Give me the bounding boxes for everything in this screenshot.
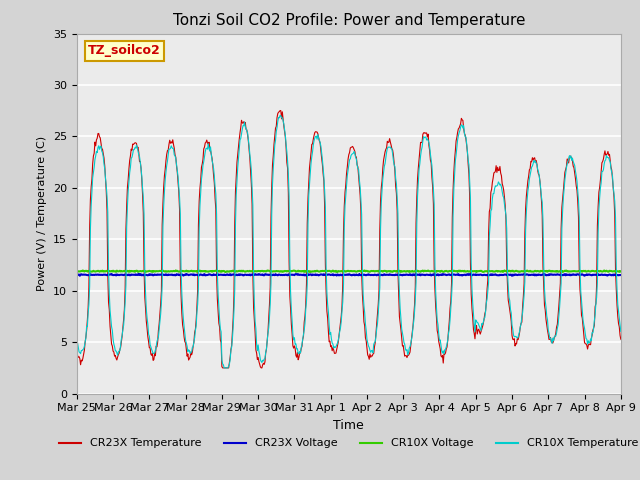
CR10X Voltage: [568, 268, 576, 274]
Line: CR23X Voltage: CR23X Voltage: [77, 274, 621, 276]
CR23X Voltage: [568, 272, 576, 277]
CR23X Temperature: [342, 182, 349, 188]
Title: Tonzi Soil CO2 Profile: Power and Temperature: Tonzi Soil CO2 Profile: Power and Temper…: [173, 13, 525, 28]
CR23X Voltage: [394, 272, 401, 277]
CR23X Temperature: [276, 108, 284, 113]
CR23X Temperature: [73, 346, 81, 352]
CR23X Voltage: [216, 272, 223, 278]
CR10X Temperature: [216, 317, 223, 323]
CR10X Temperature: [342, 192, 349, 198]
Line: CR10X Voltage: CR10X Voltage: [77, 270, 621, 272]
CR10X Voltage: [449, 268, 456, 274]
Line: CR10X Temperature: CR10X Temperature: [77, 116, 621, 368]
CR10X Temperature: [568, 156, 576, 161]
CR10X Temperature: [276, 113, 284, 119]
CR23X Temperature: [193, 317, 200, 323]
CR23X Temperature: [219, 365, 227, 371]
CR10X Temperature: [193, 323, 200, 329]
CR23X Temperature: [617, 336, 625, 342]
CR23X Temperature: [449, 215, 456, 220]
CR23X Voltage: [340, 272, 348, 277]
Line: CR23X Temperature: CR23X Temperature: [77, 110, 621, 368]
CR23X Voltage: [508, 273, 516, 279]
CR10X Temperature: [395, 269, 403, 275]
CR10X Voltage: [73, 268, 81, 274]
CR10X Voltage: [172, 267, 180, 273]
CR10X Temperature: [449, 278, 456, 284]
CR23X Voltage: [73, 272, 81, 277]
CR10X Temperature: [617, 328, 625, 334]
CR10X Voltage: [216, 269, 224, 275]
CR10X Voltage: [395, 268, 403, 274]
CR23X Temperature: [216, 324, 223, 330]
CR23X Temperature: [395, 292, 403, 298]
CR10X Voltage: [222, 269, 230, 275]
CR10X Voltage: [617, 268, 625, 274]
CR10X Temperature: [73, 337, 81, 343]
CR23X Voltage: [617, 272, 625, 278]
CR23X Voltage: [193, 272, 200, 277]
CR23X Voltage: [447, 272, 454, 278]
CR10X Voltage: [342, 269, 349, 275]
Legend: CR23X Temperature, CR23X Voltage, CR10X Voltage, CR10X Temperature: CR23X Temperature, CR23X Voltage, CR10X …: [55, 434, 640, 453]
CR10X Temperature: [220, 365, 228, 371]
CR23X Temperature: [568, 158, 576, 164]
CR10X Voltage: [193, 269, 201, 275]
Y-axis label: Power (V) / Temperature (C): Power (V) / Temperature (C): [37, 136, 47, 291]
Text: TZ_soilco2: TZ_soilco2: [88, 44, 161, 58]
CR23X Voltage: [540, 271, 548, 277]
X-axis label: Time: Time: [333, 419, 364, 432]
